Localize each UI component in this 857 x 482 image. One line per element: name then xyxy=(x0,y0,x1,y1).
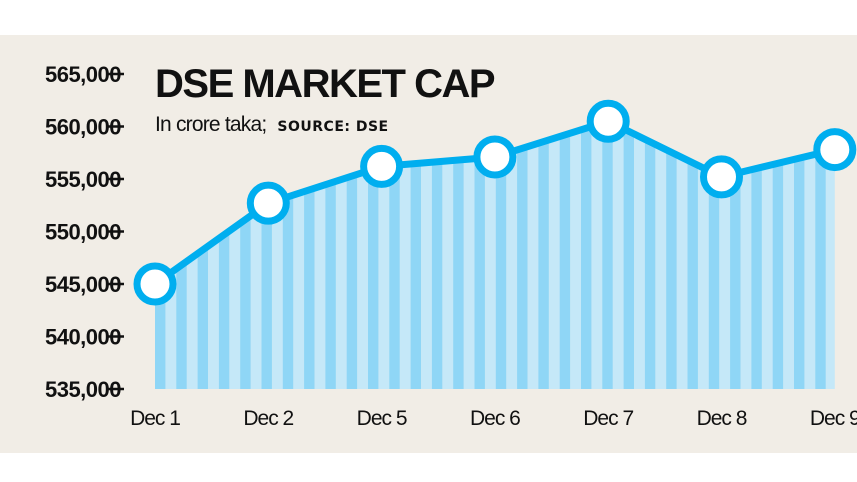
y-axis: 565,000560,000555,000550,000545,000540,0… xyxy=(45,62,124,402)
data-point-marker xyxy=(360,144,404,188)
data-point-marker xyxy=(246,181,290,225)
data-point-marker xyxy=(813,128,857,172)
chart-title: DSE MARKET CAP xyxy=(155,62,495,106)
data-markers xyxy=(133,99,857,306)
chart-title-block: DSE MARKET CAP In crore taka; SOURCE: DS… xyxy=(155,62,496,136)
x-tick-label: Dec 9 xyxy=(810,407,857,430)
x-tick-label: Dec 8 xyxy=(697,407,747,430)
x-tick-label: Dec 7 xyxy=(583,407,633,430)
unit-note: In crore taka; xyxy=(155,113,266,136)
x-axis: Dec 1 Dec 2 Dec 5 Dec 6 Dec 7 Dec 8 Dec 9 xyxy=(130,407,857,430)
data-point-marker xyxy=(133,262,177,306)
x-tick-label: Dec 2 xyxy=(243,407,293,430)
data-point-marker xyxy=(473,135,517,179)
data-point-marker xyxy=(700,155,743,199)
chart-subtitle: In crore taka; SOURCE: DSE xyxy=(155,113,389,136)
x-tick-label: Dec 1 xyxy=(130,407,180,430)
x-tick-label: Dec 6 xyxy=(470,407,520,430)
x-tick-label: Dec 5 xyxy=(357,407,407,430)
source-note: SOURCE: DSE xyxy=(277,119,388,135)
data-point-marker xyxy=(586,99,630,143)
